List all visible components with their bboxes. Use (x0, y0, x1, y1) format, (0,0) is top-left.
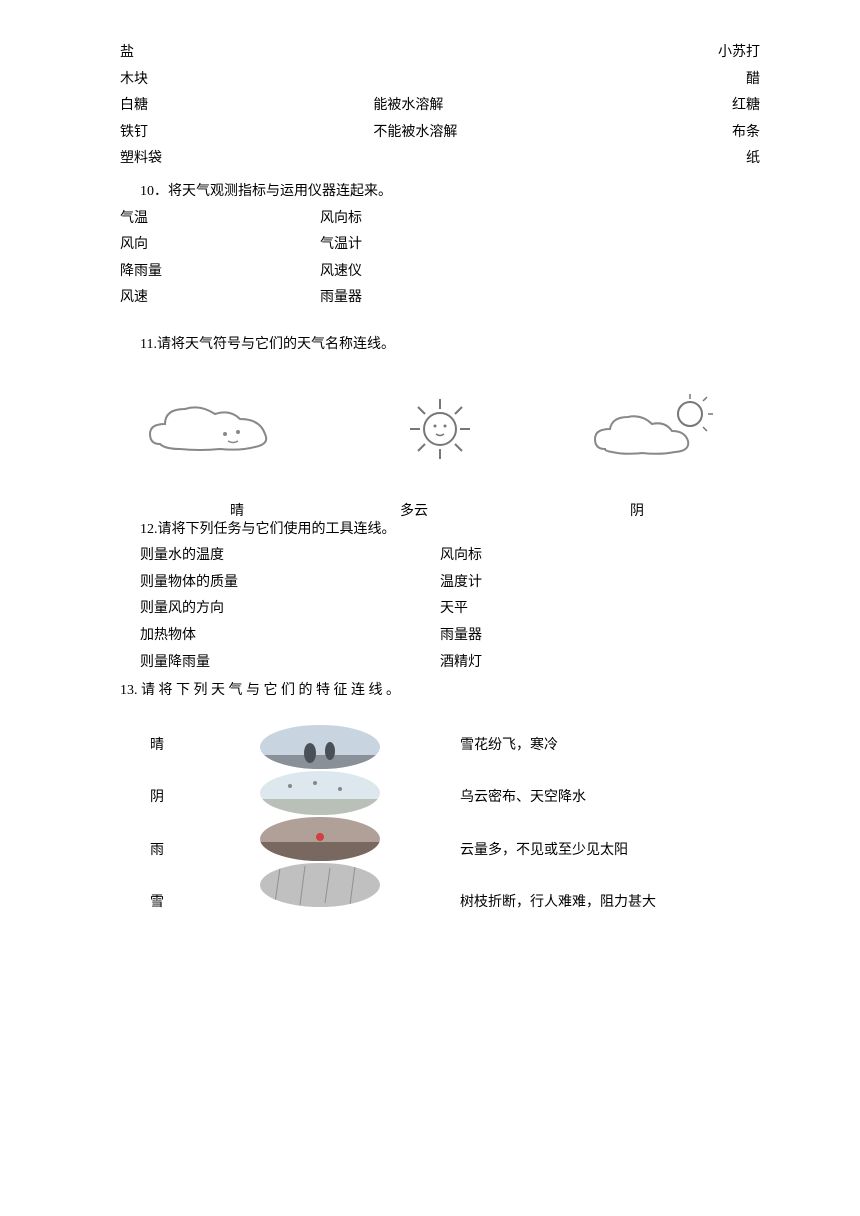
weather-scene-icon (260, 863, 380, 907)
q13-images (240, 725, 400, 907)
q11-label-0: 晴 (230, 499, 244, 526)
q9-row: 铁钉 不能被水溶解 布条 (120, 120, 760, 147)
q13-left-1: 阴 (120, 785, 240, 812)
q12-right-1: 温度计 (440, 570, 482, 597)
q9-row: 塑料袋 纸 (120, 146, 760, 173)
q12-left-0: 则量水的温度 (140, 543, 290, 570)
q12-right-2: 天平 (440, 596, 468, 623)
weather-scene-icon (260, 725, 380, 769)
q13-right-col: 雪花纷飞，寒冷 乌云密布、天空降水 云量多，不见或至少见太阳 树枝折断，行人难难… (400, 725, 760, 917)
q9-right-1: 醋 (567, 67, 760, 94)
q9-left-3: 铁钉 (120, 120, 313, 147)
q9-row: 白糖 能被水溶解 红糖 (120, 93, 760, 120)
q12-row: 则量水的温度 风向标 (140, 543, 760, 570)
q11-title: 11.请将天气符号与它们的天气名称连线。 (120, 332, 760, 359)
q13-left-2: 雨 (120, 838, 240, 865)
q10-title: 10．将天气观测指标与运用仪器连起来。 (120, 179, 760, 206)
cloud-icon (130, 379, 310, 479)
q10-right-1: 气温计 (320, 232, 362, 259)
q10-right-3: 雨量器 (320, 285, 362, 312)
q12-right-0: 风向标 (440, 543, 482, 570)
q9-right-3: 布条 (567, 120, 760, 147)
q9-mid-4 (313, 146, 566, 173)
q9-left-4: 塑料袋 (120, 146, 313, 173)
q9-mid-3: 不能被水溶解 (313, 120, 566, 147)
q9-left-2: 白糖 (120, 93, 313, 120)
q12-left-4: 则量降雨量 (140, 650, 290, 677)
q10-left-0: 气温 (120, 206, 320, 233)
q9-row: 木块 醋 (120, 67, 760, 94)
q10-right-0: 风向标 (320, 206, 362, 233)
q12-right-4: 酒精灯 (440, 650, 482, 677)
q10-row: 气温 风向标 (120, 206, 760, 233)
q10-row: 风向 气温计 (120, 232, 760, 259)
q12-row: 则量物体的质量 温度计 (140, 570, 760, 597)
q12-right-3: 雨量器 (440, 623, 482, 650)
q10-block: 气温 风向标 风向 气温计 降雨量 风速仪 风速 雨量器 (120, 206, 760, 312)
q11-icons (120, 359, 760, 489)
q13-left-col: 晴 阴 雨 雪 (120, 725, 240, 917)
q9-right-0: 小苏打 (567, 40, 760, 67)
q9-left-0: 盐 (120, 40, 313, 67)
q12-left-3: 加热物体 (140, 623, 290, 650)
q12-title: 12.请将下列任务与它们使用的工具连线。 (120, 517, 760, 544)
q9-mid-1 (313, 67, 566, 94)
q11-label-2: 阴 (630, 499, 644, 526)
q9-left-1: 木块 (120, 67, 313, 94)
q9-mid-0 (313, 40, 566, 67)
sun-icon (350, 379, 530, 479)
q13-left-3: 雪 (120, 890, 240, 917)
q13-right-0: 雪花纷飞，寒冷 (460, 733, 760, 760)
q13-left-0: 晴 (120, 733, 240, 760)
q12-left-1: 则量物体的质量 (140, 570, 290, 597)
q13-right-3: 树枝折断，行人难难，阻力甚大 (460, 890, 760, 917)
q10-row: 降雨量 风速仪 (120, 259, 760, 286)
partly-cloudy-icon (570, 379, 750, 479)
q10-row: 风速 雨量器 (120, 285, 760, 312)
q9-row: 盐 小苏打 (120, 40, 760, 67)
q13-right-2: 云量多，不见或至少见太阳 (460, 838, 760, 865)
q10-right-2: 风速仪 (320, 259, 362, 286)
q12-row: 则量降雨量 酒精灯 (140, 650, 760, 677)
q9-mid-2: 能被水溶解 (313, 93, 566, 120)
q9-block: 盐 小苏打 木块 醋 白糖 能被水溶解 红糖 铁钉 不能被水溶解 布条 塑料袋 … (120, 40, 760, 173)
q11-label-1: 多云 (400, 499, 428, 526)
q13-block: 晴 阴 雨 雪 (120, 725, 760, 917)
q12-left-2: 则量风的方向 (140, 596, 290, 623)
q9-right-2: 红糖 (567, 93, 760, 120)
q10-left-3: 风速 (120, 285, 320, 312)
weather-scene-icon (260, 817, 380, 861)
q12-block: 则量水的温度 风向标 则量物体的质量 温度计 则量风的方向 天平 加热物体 雨量… (120, 543, 760, 676)
q12-row: 加热物体 雨量器 (140, 623, 760, 650)
q10-left-1: 风向 (120, 232, 320, 259)
q13-right-1: 乌云密布、天空降水 (460, 785, 760, 812)
q11-labels: 晴 多云 阴 (120, 489, 760, 517)
q12-row: 则量风的方向 天平 (140, 596, 760, 623)
q13-title: 13. 请 将 下 列 天 气 与 它 们 的 特 征 连 线 。 (120, 678, 760, 705)
q9-right-4: 纸 (567, 146, 760, 173)
weather-scene-icon (260, 771, 380, 815)
q10-left-2: 降雨量 (120, 259, 320, 286)
